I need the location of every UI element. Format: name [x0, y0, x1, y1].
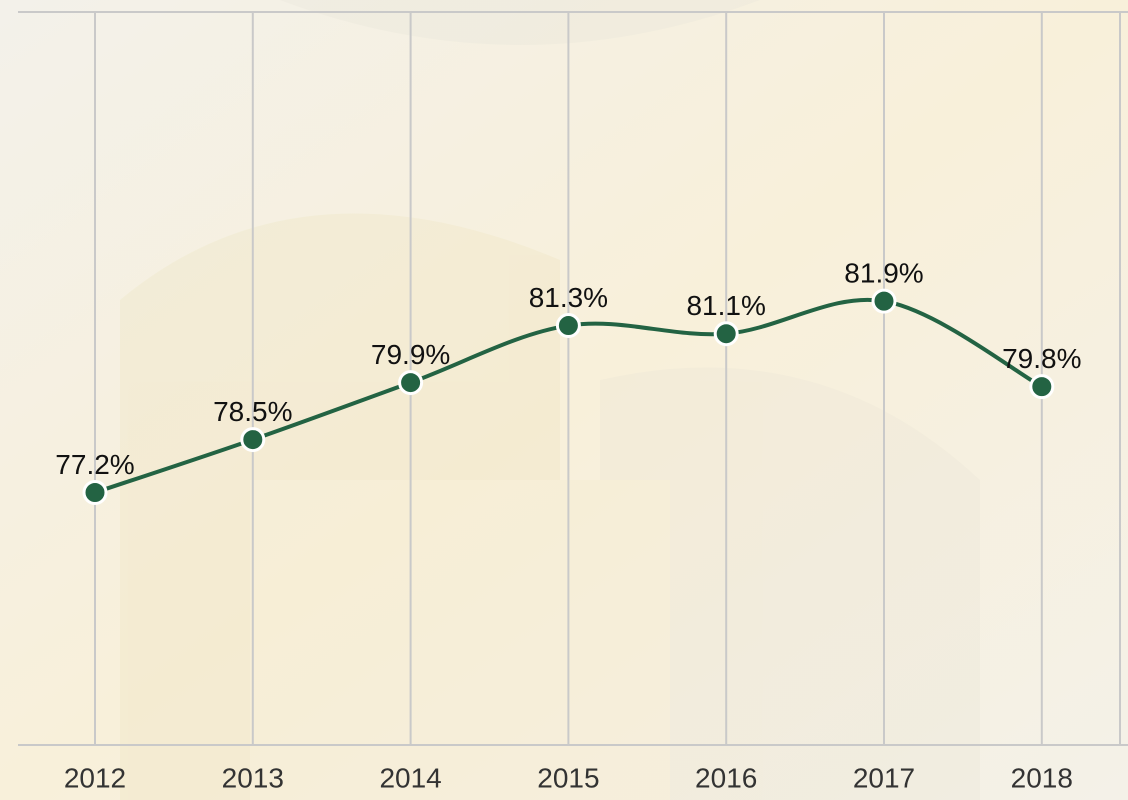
data-label: 79.8%: [1002, 343, 1081, 374]
data-label: 81.9%: [844, 258, 923, 289]
point: [84, 482, 106, 504]
x-tick-label: 2014: [379, 762, 441, 793]
data-label: 79.9%: [371, 339, 450, 370]
point: [1031, 376, 1053, 398]
point: [400, 372, 422, 394]
data-label: 78.5%: [213, 396, 292, 427]
page: 2012 2013 2014 2015 2016 2017 2018 77.2% 78.5% 79…: [0, 0, 1128, 800]
data-label: 81.3%: [529, 282, 608, 313]
x-tick-label: 2015: [537, 762, 599, 793]
point: [873, 290, 895, 312]
point: [715, 323, 737, 345]
x-tick-label: 2018: [1011, 762, 1073, 793]
x-tick-label: 2012: [64, 762, 126, 793]
x-tick-label: 2017: [853, 762, 915, 793]
bg-shape: [250, 480, 670, 800]
data-label: 77.2%: [55, 449, 134, 480]
x-tick-label: 2016: [695, 762, 757, 793]
point: [557, 315, 579, 337]
x-tick-label: 2013: [222, 762, 284, 793]
chart: 2012 2013 2014 2015 2016 2017 2018 77.2% 78.5% 79…: [0, 0, 1128, 800]
point: [242, 429, 264, 451]
data-label: 81.1%: [686, 290, 765, 321]
